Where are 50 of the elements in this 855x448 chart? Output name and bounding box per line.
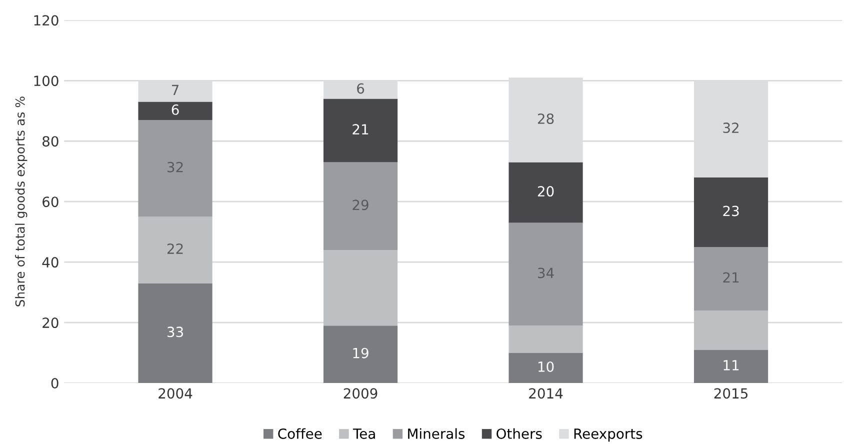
- legend-label: Others: [496, 428, 542, 439]
- data-label: 10: [538, 361, 554, 372]
- data-label: 34: [538, 268, 554, 278]
- y-tick-label: 60: [42, 196, 58, 208]
- bar: [694, 246, 768, 310]
- bar: [138, 102, 212, 120]
- legend-label: Minerals: [408, 428, 465, 439]
- bar: [138, 216, 212, 284]
- data-label: 32: [723, 122, 738, 134]
- bar: [323, 326, 398, 384]
- data-label: 21: [352, 124, 368, 134]
- y-tick-label: 120: [34, 15, 58, 26]
- y-tick-label: 100: [34, 76, 58, 86]
- bar: [508, 352, 583, 384]
- bar: [323, 98, 398, 162]
- legend-label: Reexports: [574, 428, 642, 442]
- data-label: 28: [538, 113, 554, 124]
- data-label: 32: [167, 162, 183, 172]
- y-tick-label: 0: [51, 378, 58, 389]
- data-label: 20: [538, 186, 554, 197]
- legend-label: Coffee: [278, 428, 322, 439]
- bar: [508, 222, 583, 326]
- data-label: 6: [172, 104, 179, 115]
- data-label: 11: [724, 360, 739, 370]
- data-label: 23: [723, 206, 739, 216]
- bar: [138, 120, 212, 217]
- data-label: 33: [167, 326, 183, 338]
- data-label: 6: [357, 83, 364, 94]
- data-label: 19: [353, 348, 368, 358]
- bar: [508, 162, 583, 223]
- legend-label: Tea: [352, 428, 375, 439]
- y-tick-label: 20: [42, 318, 58, 328]
- x-tick-label: 2015: [714, 388, 748, 399]
- y-axis-title: Share of total goods exports as %: [15, 96, 28, 306]
- data-label: 21: [723, 272, 739, 283]
- bar: [508, 326, 583, 353]
- y-tick-label: 80: [42, 136, 58, 147]
- data-label: 7: [172, 84, 179, 96]
- data-label: 22: [167, 244, 183, 254]
- bar: [694, 177, 768, 247]
- x-tick-label: 2014: [529, 388, 563, 399]
- bar: [138, 283, 212, 384]
- y-tick-label: 40: [42, 257, 58, 268]
- data-label: 29: [352, 200, 368, 210]
- bar: [323, 162, 398, 250]
- x-tick-label: 2009: [344, 388, 378, 399]
- bar: [694, 310, 768, 350]
- bar: [323, 250, 398, 326]
- bar: [694, 350, 768, 384]
- x-tick-label: 2004: [158, 388, 192, 399]
